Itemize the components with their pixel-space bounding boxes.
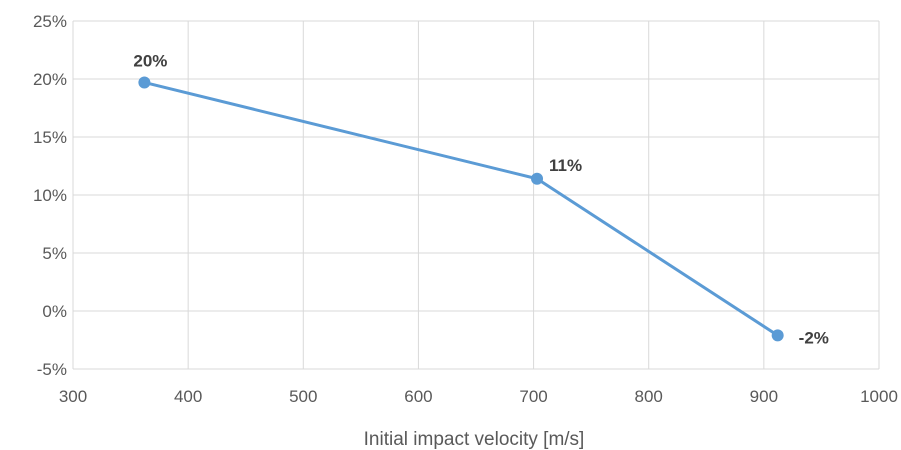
x-tick-label: 400 (174, 387, 202, 406)
series-line-group (138, 76, 784, 342)
x-tick-label: 700 (519, 387, 547, 406)
x-axis-title: Initial impact velocity [m/s] (364, 429, 585, 450)
x-tick-label: 800 (635, 387, 663, 406)
y-axis-ticks: -5% 0% 5% 10% 15% 20% 25% (33, 12, 67, 379)
x-tick-label: 600 (404, 387, 432, 406)
x-tick-label: 1000 (860, 387, 898, 406)
data-point (138, 76, 151, 89)
y-tick-label: 15% (33, 128, 67, 147)
y-tick-label: 5% (42, 244, 67, 263)
y-tick-label: 25% (33, 12, 67, 31)
data-labels: 20% 11% -2% (133, 51, 829, 347)
data-label: 11% (549, 156, 582, 175)
data-label: -2% (799, 328, 829, 347)
grid-lines (72, 20, 880, 370)
y-tick-label: 20% (33, 70, 67, 89)
series-line (144, 81, 779, 337)
y-tick-label: -5% (37, 360, 67, 379)
data-point (531, 172, 544, 185)
data-point (771, 329, 784, 342)
y-tick-label: 0% (42, 302, 67, 321)
x-tick-label: 500 (289, 387, 317, 406)
x-tick-label: 300 (59, 387, 87, 406)
x-tick-label: 900 (750, 387, 778, 406)
y-tick-label: 10% (33, 186, 67, 205)
data-label: 20% (133, 51, 167, 70)
x-axis-ticks: 300 400 500 600 700 800 900 1000 (59, 387, 898, 406)
